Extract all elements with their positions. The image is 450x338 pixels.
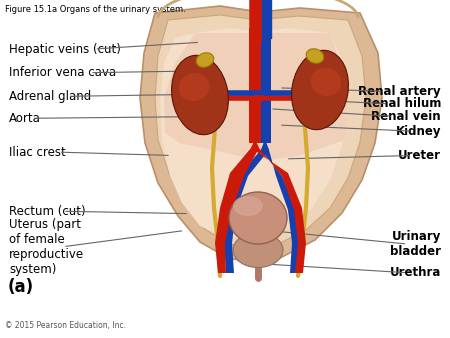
Text: Rectum (cut): Rectum (cut): [9, 205, 86, 218]
Polygon shape: [160, 28, 348, 238]
Ellipse shape: [171, 55, 229, 135]
Text: Uterus (part
of female
reproductive
system): Uterus (part of female reproductive syst…: [9, 218, 84, 276]
Text: © 2015 Pearson Education, Inc.: © 2015 Pearson Education, Inc.: [5, 321, 126, 330]
Polygon shape: [140, 6, 382, 263]
Text: Renal artery: Renal artery: [358, 85, 441, 98]
Polygon shape: [155, 15, 366, 248]
Text: Urinary
bladder: Urinary bladder: [390, 230, 441, 258]
Polygon shape: [251, 140, 306, 273]
Polygon shape: [164, 33, 348, 160]
Text: Urethra: Urethra: [390, 266, 441, 279]
Ellipse shape: [310, 68, 341, 96]
Text: Iliac crest: Iliac crest: [9, 146, 66, 159]
Ellipse shape: [179, 73, 209, 101]
Text: Adrenal gland: Adrenal gland: [9, 90, 91, 103]
Text: Renal hilum: Renal hilum: [363, 97, 441, 110]
Text: Kidney: Kidney: [396, 125, 441, 138]
Ellipse shape: [292, 50, 348, 130]
Text: (a): (a): [8, 278, 34, 296]
Ellipse shape: [229, 192, 287, 244]
Ellipse shape: [233, 196, 263, 216]
Text: Renal vein: Renal vein: [371, 110, 441, 123]
Text: Ureter: Ureter: [398, 149, 441, 162]
Polygon shape: [261, 140, 300, 273]
Text: Figure 15.1a Organs of the urinary system.: Figure 15.1a Organs of the urinary syste…: [5, 5, 186, 14]
Polygon shape: [224, 140, 269, 273]
Text: Hepatic veins (cut): Hepatic veins (cut): [9, 43, 121, 55]
Ellipse shape: [233, 233, 283, 267]
Ellipse shape: [306, 49, 324, 63]
Text: Aorta: Aorta: [9, 112, 41, 125]
Ellipse shape: [196, 53, 214, 67]
Text: Inferior vena cava: Inferior vena cava: [9, 66, 116, 79]
Polygon shape: [215, 140, 259, 273]
